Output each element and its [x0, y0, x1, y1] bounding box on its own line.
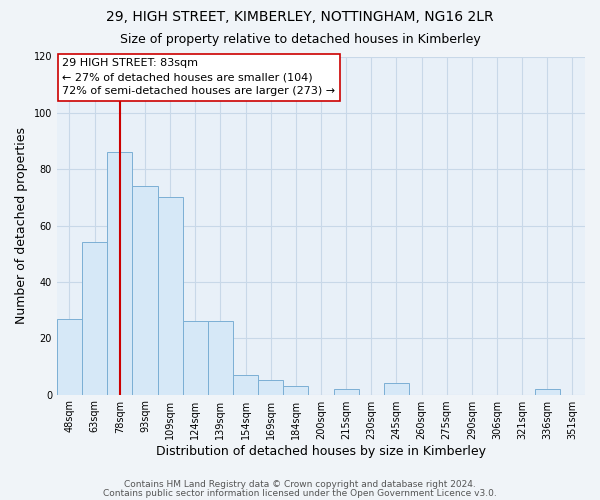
Y-axis label: Number of detached properties: Number of detached properties [15, 127, 28, 324]
Bar [384, 384, 409, 394]
Text: Contains HM Land Registry data © Crown copyright and database right 2024.: Contains HM Land Registry data © Crown c… [124, 480, 476, 489]
Bar [182, 322, 208, 394]
Bar [107, 152, 133, 394]
Text: 29 HIGH STREET: 83sqm
← 27% of detached houses are smaller (104)
72% of semi-det: 29 HIGH STREET: 83sqm ← 27% of detached … [62, 58, 335, 96]
Bar [535, 389, 560, 394]
Bar [158, 198, 182, 394]
X-axis label: Distribution of detached houses by size in Kimberley: Distribution of detached houses by size … [156, 444, 486, 458]
Bar [283, 386, 308, 394]
Text: Size of property relative to detached houses in Kimberley: Size of property relative to detached ho… [119, 32, 481, 46]
Text: 29, HIGH STREET, KIMBERLEY, NOTTINGHAM, NG16 2LR: 29, HIGH STREET, KIMBERLEY, NOTTINGHAM, … [106, 10, 494, 24]
Bar [82, 242, 107, 394]
Bar [57, 318, 82, 394]
Bar [208, 322, 233, 394]
Bar [233, 375, 258, 394]
Bar [133, 186, 158, 394]
Text: Contains public sector information licensed under the Open Government Licence v3: Contains public sector information licen… [103, 488, 497, 498]
Bar [334, 389, 359, 394]
Bar [258, 380, 283, 394]
